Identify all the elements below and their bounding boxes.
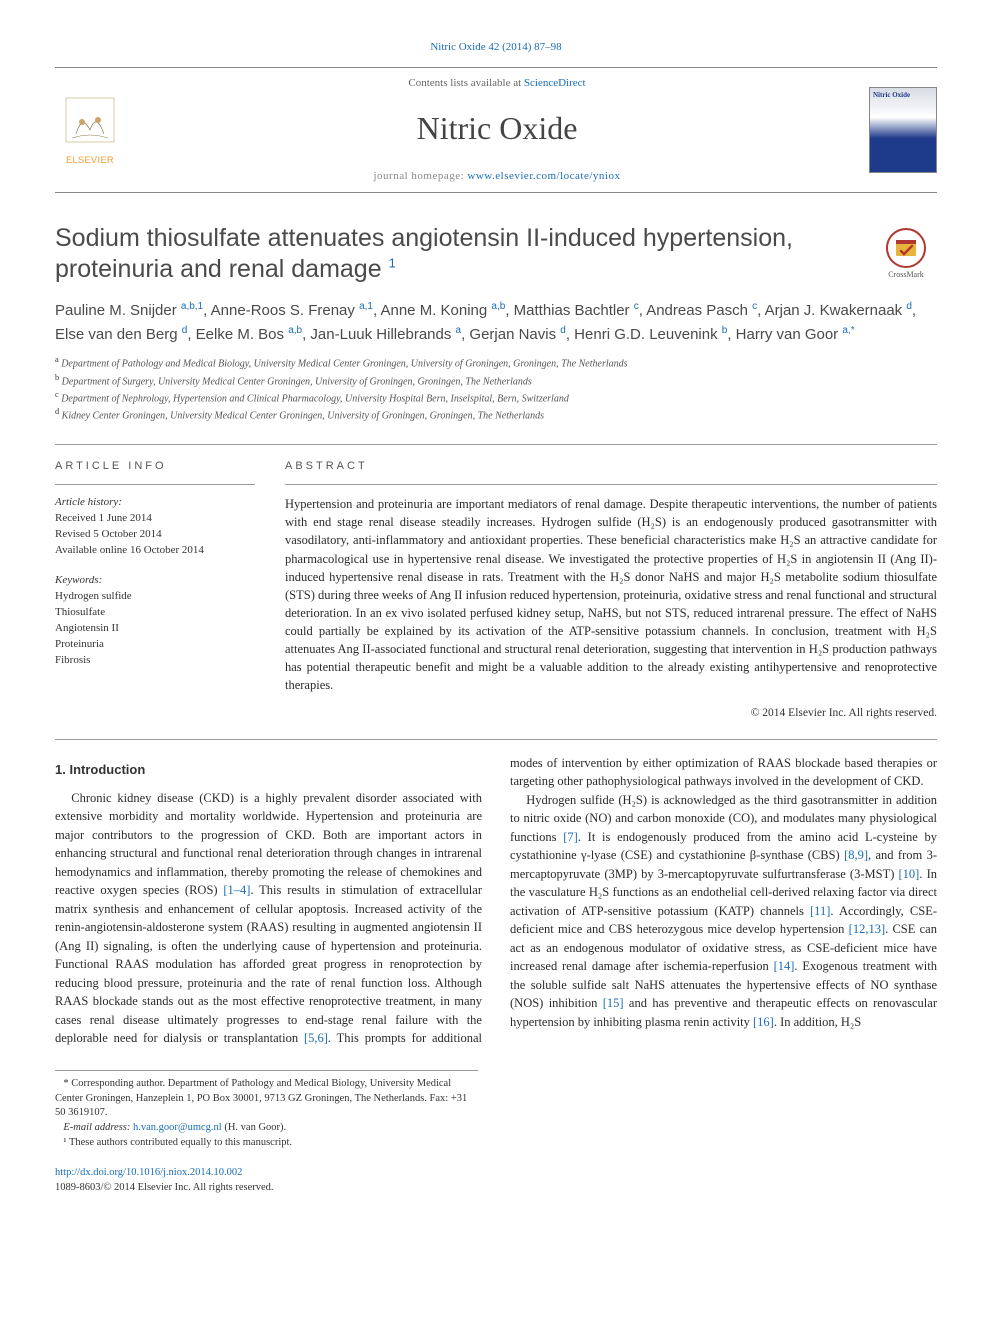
keywords-label: Keywords: [55, 573, 255, 589]
p3-i: . In addition, H₂S [774, 1015, 861, 1029]
received-date: Received 1 June 2014 [55, 511, 255, 527]
keyword: Fibrosis [55, 653, 255, 669]
rule-bottom [55, 739, 937, 740]
footnotes: * Corresponding author. Department of Pa… [55, 1070, 478, 1150]
body-para-3: Hydrogen sulfide (H₂S) is acknowledged a… [510, 791, 937, 1032]
p1-pre: Chronic kidney disease (CKD) is a highly… [55, 791, 482, 898]
contents-line: Contents lists available at ScienceDirec… [139, 76, 855, 91]
elsevier-label: ELSEVIER [66, 154, 114, 167]
ref-15[interactable]: [15] [603, 996, 624, 1010]
ref-8-9[interactable]: [8,9] [844, 848, 868, 862]
elsevier-logo: ELSEVIER [55, 91, 125, 169]
ref-10[interactable]: [10] [899, 867, 920, 881]
authors: Pauline M. Snijder a,b,1, Anne-Roos S. F… [55, 299, 937, 346]
ref-12-13[interactable]: [12,13] [849, 922, 885, 936]
doi-link[interactable]: http://dx.doi.org/10.1016/j.niox.2014.10… [55, 1167, 242, 1178]
equal-contrib: ¹ These authors contributed equally to t… [55, 1136, 478, 1151]
corresponding-author: * Corresponding author. Department of Pa… [55, 1077, 478, 1121]
email-tail: (H. van Goor). [222, 1122, 286, 1133]
ref-14[interactable]: [14] [774, 959, 795, 973]
title-footnote-ref: 1 [389, 256, 396, 271]
ref-7[interactable]: [7] [563, 830, 578, 844]
abstract-heading: abstract [285, 459, 937, 474]
contents-line-text: Contents lists available at [408, 77, 523, 89]
paper-title-text: Sodium thiosulfate attenuates angiotensi… [55, 224, 793, 283]
section-heading-intro: 1. Introduction [55, 760, 482, 779]
abstract-copyright: © 2014 Elsevier Inc. All rights reserved… [285, 705, 937, 721]
revised-date: Revised 5 October 2014 [55, 527, 255, 543]
journal-name: Nitric Oxide [139, 106, 855, 151]
sciencedirect-link[interactable]: ScienceDirect [524, 77, 586, 89]
email-line: E-mail address: h.van.goor@umcg.nl (H. v… [55, 1121, 478, 1136]
ref-16[interactable]: [16] [753, 1015, 774, 1029]
body-text: 1. Introduction Chronic kidney disease (… [55, 754, 937, 1048]
journal-cover-thumb: Nitric Oxide [869, 87, 937, 173]
masthead-center: Contents lists available at ScienceDirec… [139, 76, 855, 184]
crossmark-badge[interactable]: CrossMark [875, 223, 937, 285]
affiliation-c: c Department of Nephrology, Hypertension… [55, 389, 937, 406]
affiliation-a: a Department of Pathology and Medical Bi… [55, 354, 937, 371]
journal-homepage: journal homepage: www.elsevier.com/locat… [139, 169, 855, 184]
keywords-list: Hydrogen sulfideThiosulfateAngiotensin I… [55, 589, 255, 669]
masthead: ELSEVIER Contents lists available at Sci… [55, 67, 937, 193]
keyword: Angiotensin II [55, 621, 255, 637]
article-info-column: article info Article history: Received 1… [55, 459, 255, 721]
history-label: Article history: [55, 495, 255, 511]
article-info-heading: article info [55, 459, 255, 474]
rule-top [55, 444, 937, 445]
keyword: Thiosulfate [55, 605, 255, 621]
cover-thumb-title: Nitric Oxide [870, 88, 936, 104]
p1-post: . This results in stimulation of extrace… [55, 883, 482, 990]
keyword: Proteinuria [55, 637, 255, 653]
rule-abstract [285, 484, 937, 485]
issn-copyright: 1089-8603/© 2014 Elsevier Inc. All right… [55, 1181, 937, 1196]
footer: http://dx.doi.org/10.1016/j.niox.2014.10… [55, 1166, 937, 1195]
email-label: E-mail address: [63, 1122, 133, 1133]
affiliation-d: d Kidney Center Groningen, University Me… [55, 406, 937, 423]
crossmark-label: CrossMark [888, 269, 924, 280]
journal-homepage-label: journal homepage: [373, 170, 467, 182]
affiliations: a Department of Pathology and Medical Bi… [55, 354, 937, 423]
journal-homepage-link[interactable]: www.elsevier.com/locate/yniox [467, 170, 620, 182]
email-link[interactable]: h.van.goor@umcg.nl [133, 1122, 222, 1133]
ref-5-6[interactable]: [5,6] [304, 1031, 328, 1045]
affiliation-b: b Department of Surgery, University Medi… [55, 372, 937, 389]
header-citation: Nitric Oxide 42 (2014) 87–98 [55, 40, 937, 55]
online-date: Available online 16 October 2014 [55, 543, 255, 559]
keywords-block: Keywords: Hydrogen sulfideThiosulfateAng… [55, 573, 255, 669]
abstract-column: abstract Hypertension and proteinuria ar… [285, 459, 937, 721]
article-history: Article history: Received 1 June 2014 Re… [55, 495, 255, 559]
paper-title: Sodium thiosulfate attenuates angiotensi… [55, 223, 857, 286]
rule-info [55, 484, 255, 485]
keyword: Hydrogen sulfide [55, 589, 255, 605]
ref-1-4[interactable]: [1–4] [223, 883, 250, 897]
abstract-text: Hypertension and proteinuria are importa… [285, 495, 937, 694]
ref-11[interactable]: [11] [810, 904, 830, 918]
